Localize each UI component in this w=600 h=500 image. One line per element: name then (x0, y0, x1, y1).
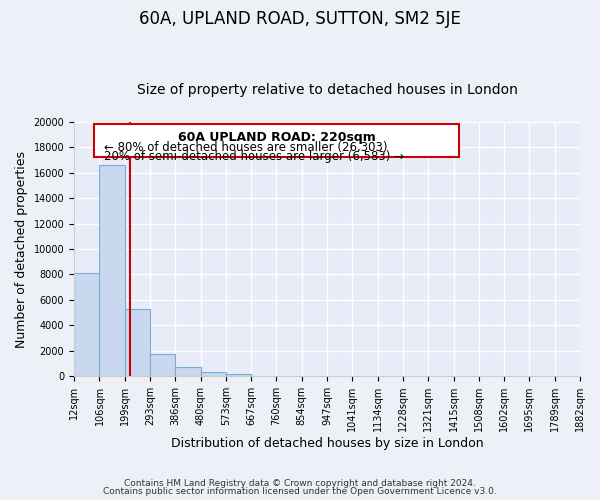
Text: Contains HM Land Registry data © Crown copyright and database right 2024.: Contains HM Land Registry data © Crown c… (124, 478, 476, 488)
Text: ← 80% of detached houses are smaller (26,303): ← 80% of detached houses are smaller (26… (104, 141, 388, 154)
Bar (150, 354, 175, 376)
Title: Size of property relative to detached houses in London: Size of property relative to detached ho… (137, 83, 517, 97)
Text: 60A, UPLAND ROAD, SUTTON, SM2 5JE: 60A, UPLAND ROAD, SUTTON, SM2 5JE (139, 10, 461, 28)
Bar (226, 374, 251, 376)
Text: 20% of semi-detached houses are larger (6,583) →: 20% of semi-detached houses are larger (… (104, 150, 404, 163)
Bar (125, 309, 150, 376)
Text: 60A UPLAND ROAD: 220sqm: 60A UPLAND ROAD: 220sqm (178, 130, 375, 143)
Y-axis label: Number of detached properties: Number of detached properties (15, 150, 28, 348)
FancyBboxPatch shape (94, 124, 458, 158)
Bar (74, 273, 100, 376)
Bar (175, 368, 200, 376)
Text: Contains public sector information licensed under the Open Government Licence v3: Contains public sector information licen… (103, 487, 497, 496)
Bar (100, 165, 125, 376)
X-axis label: Distribution of detached houses by size in London: Distribution of detached houses by size … (171, 437, 484, 450)
Bar (200, 372, 226, 376)
